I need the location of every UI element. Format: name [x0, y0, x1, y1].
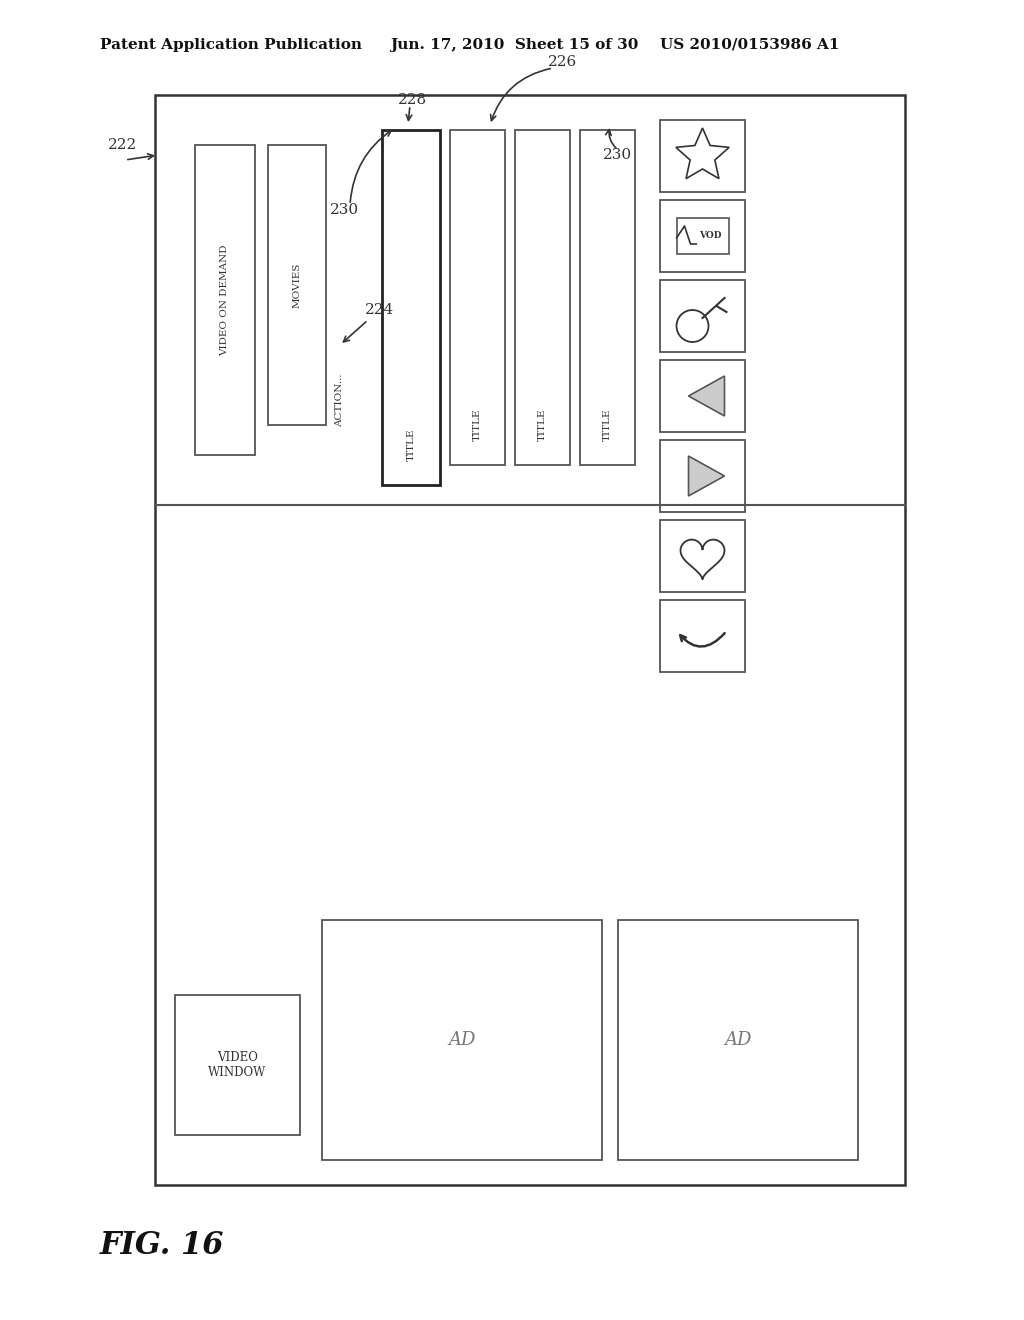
Text: 222: 222: [108, 139, 137, 152]
Bar: [155, 95, 905, 1185]
Polygon shape: [676, 128, 729, 178]
Bar: [660, 360, 745, 432]
Text: 224: 224: [365, 304, 394, 317]
Bar: [660, 120, 745, 191]
Text: AD: AD: [449, 1031, 476, 1049]
Polygon shape: [688, 455, 725, 496]
Text: AD: AD: [724, 1031, 752, 1049]
Text: Jun. 17, 2010  Sheet 15 of 30: Jun. 17, 2010 Sheet 15 of 30: [390, 38, 638, 51]
Bar: [660, 201, 745, 272]
Bar: [677, 218, 728, 253]
Bar: [618, 920, 858, 1160]
Bar: [660, 440, 745, 512]
Text: 230: 230: [330, 203, 359, 216]
Text: Patent Application Publication: Patent Application Publication: [100, 38, 362, 51]
Text: TITLE: TITLE: [473, 409, 482, 441]
Circle shape: [677, 310, 709, 342]
Text: 226: 226: [548, 55, 578, 69]
Text: MOVIES: MOVIES: [293, 263, 301, 308]
Bar: [175, 995, 300, 1135]
Text: VOD: VOD: [699, 231, 722, 240]
Text: 230: 230: [603, 148, 632, 162]
Bar: [660, 520, 745, 591]
Text: TITLE: TITLE: [407, 429, 416, 461]
Text: 228: 228: [398, 92, 427, 107]
Bar: [515, 129, 570, 465]
Bar: [382, 129, 440, 484]
Text: TITLE: TITLE: [603, 409, 612, 441]
Text: US 2010/0153986 A1: US 2010/0153986 A1: [660, 38, 840, 51]
Bar: [450, 129, 505, 465]
Bar: [268, 145, 326, 425]
Bar: [195, 145, 255, 455]
Bar: [660, 601, 745, 672]
Text: FIG. 16: FIG. 16: [100, 1229, 224, 1261]
Bar: [580, 129, 635, 465]
Text: VIDEO ON DEMAND: VIDEO ON DEMAND: [220, 244, 229, 356]
Polygon shape: [688, 376, 725, 416]
Text: VIDEO
WINDOW: VIDEO WINDOW: [208, 1051, 266, 1078]
Bar: [322, 920, 602, 1160]
Bar: [660, 280, 745, 352]
Text: ACTION...: ACTION...: [336, 374, 344, 426]
Text: TITLE: TITLE: [538, 409, 547, 441]
